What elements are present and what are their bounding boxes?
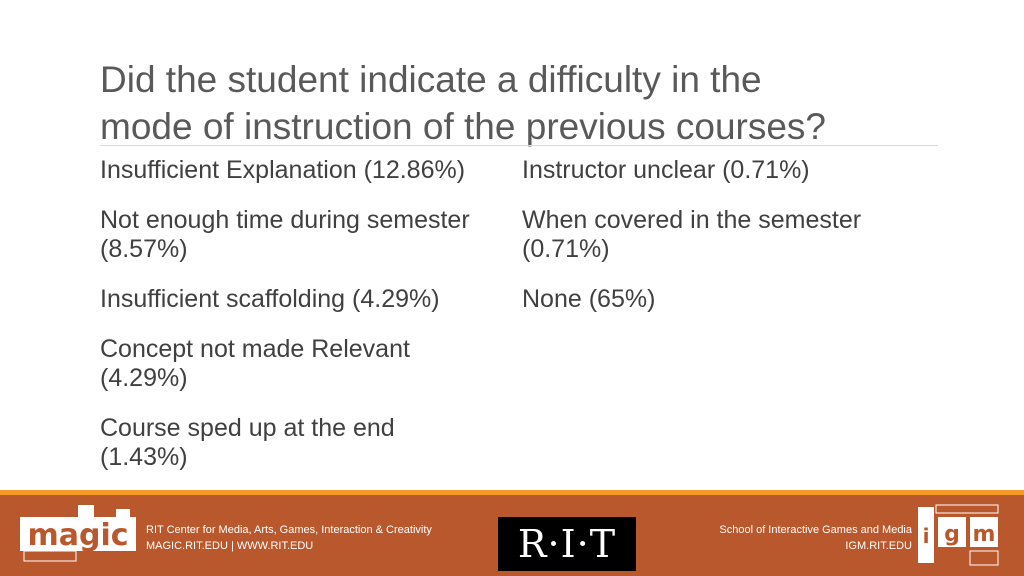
title-divider: [100, 145, 938, 146]
list-item: Course sped up at the end (1.43%): [100, 414, 515, 472]
list-item: Concept not made Relevant (4.29%): [100, 335, 515, 393]
item-text: None (65%): [522, 285, 656, 313]
center-links: MAGIC.RIT.EDU | WWW.RIT.EDU: [146, 540, 314, 552]
list-item: Insufficient Explanation (12.86%): [100, 156, 515, 185]
school-link: IGM.RIT.EDU: [845, 540, 912, 552]
svg-text:magic: magic: [27, 518, 128, 553]
center-name: RIT Center for Media, Arts, Games, Inter…: [146, 524, 432, 536]
item-text: Concept not made Relevant: [100, 335, 410, 363]
item-text: Insufficient Explanation (12.86%): [100, 156, 466, 184]
title-line-1: Did the student indicate a difficulty in…: [100, 59, 762, 100]
item-text: When covered in the semester: [522, 206, 862, 234]
item-text: Course sped up at the end: [100, 414, 395, 442]
item-text: (0.71%): [522, 235, 610, 263]
footer-right-text: School of Interactive Games and Media IG…: [719, 522, 912, 554]
slide-title: Did the student indicate a difficulty in…: [100, 56, 960, 150]
item-text: Insufficient scaffolding (4.29%): [100, 285, 440, 313]
item-text: (4.29%): [100, 364, 188, 392]
list-item: None (65%): [522, 285, 942, 314]
list-item: Instructor unclear (0.71%): [522, 156, 942, 185]
list-item: When covered in the semester (0.71%): [522, 206, 942, 264]
svg-text:i: i: [923, 524, 930, 548]
item-text: Instructor unclear (0.71%): [522, 156, 810, 184]
footer-stripe: [0, 490, 1024, 495]
footer-left-text: RIT Center for Media, Arts, Games, Inter…: [146, 522, 432, 554]
school-name: School of Interactive Games and Media: [719, 524, 912, 536]
svg-text:g: g: [944, 522, 960, 547]
rit-logo: R·I·T: [498, 517, 636, 571]
title-line-2: mode of instruction of the previous cour…: [100, 106, 826, 147]
rit-logo-text: R·I·T: [517, 522, 617, 566]
item-text: Not enough time during semester: [100, 206, 470, 234]
list-item: Not enough time during semester (8.57%): [100, 206, 515, 264]
list-item: Insufficient scaffolding (4.29%): [100, 285, 515, 314]
item-text: (8.57%): [100, 235, 188, 263]
left-column: Insufficient Explanation (12.86%) Not en…: [100, 156, 515, 493]
svg-text:m: m: [973, 522, 996, 547]
footer-bar: magic RIT Center for Media, Arts, Games,…: [0, 495, 1024, 576]
right-column: Instructor unclear (0.71%) When covered …: [522, 156, 942, 335]
magic-logo: magic: [20, 505, 136, 562]
igm-logo: i g m: [918, 504, 999, 566]
item-text: (1.43%): [100, 443, 188, 471]
